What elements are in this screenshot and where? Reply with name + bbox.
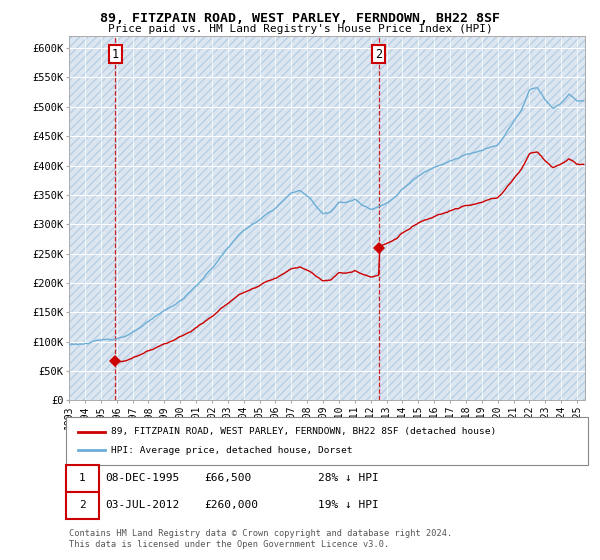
Text: 89, FITZPAIN ROAD, WEST PARLEY, FERNDOWN, BH22 8SF: 89, FITZPAIN ROAD, WEST PARLEY, FERNDOWN… — [100, 12, 500, 25]
Text: Price paid vs. HM Land Registry's House Price Index (HPI): Price paid vs. HM Land Registry's House … — [107, 24, 493, 34]
Text: £260,000: £260,000 — [204, 500, 258, 510]
Text: 03-JUL-2012: 03-JUL-2012 — [105, 500, 179, 510]
Text: 19% ↓ HPI: 19% ↓ HPI — [318, 500, 379, 510]
Text: £66,500: £66,500 — [204, 473, 251, 483]
Text: HPI: Average price, detached house, Dorset: HPI: Average price, detached house, Dors… — [111, 446, 353, 455]
Text: 08-DEC-1995: 08-DEC-1995 — [105, 473, 179, 483]
Text: Contains HM Land Registry data © Crown copyright and database right 2024.
This d: Contains HM Land Registry data © Crown c… — [69, 529, 452, 549]
Text: 1: 1 — [112, 48, 119, 60]
Text: 1: 1 — [79, 473, 86, 483]
Text: 2: 2 — [375, 48, 382, 60]
Text: 28% ↓ HPI: 28% ↓ HPI — [318, 473, 379, 483]
Text: 89, FITZPAIN ROAD, WEST PARLEY, FERNDOWN, BH22 8SF (detached house): 89, FITZPAIN ROAD, WEST PARLEY, FERNDOWN… — [111, 427, 496, 436]
Text: 2: 2 — [79, 500, 86, 510]
